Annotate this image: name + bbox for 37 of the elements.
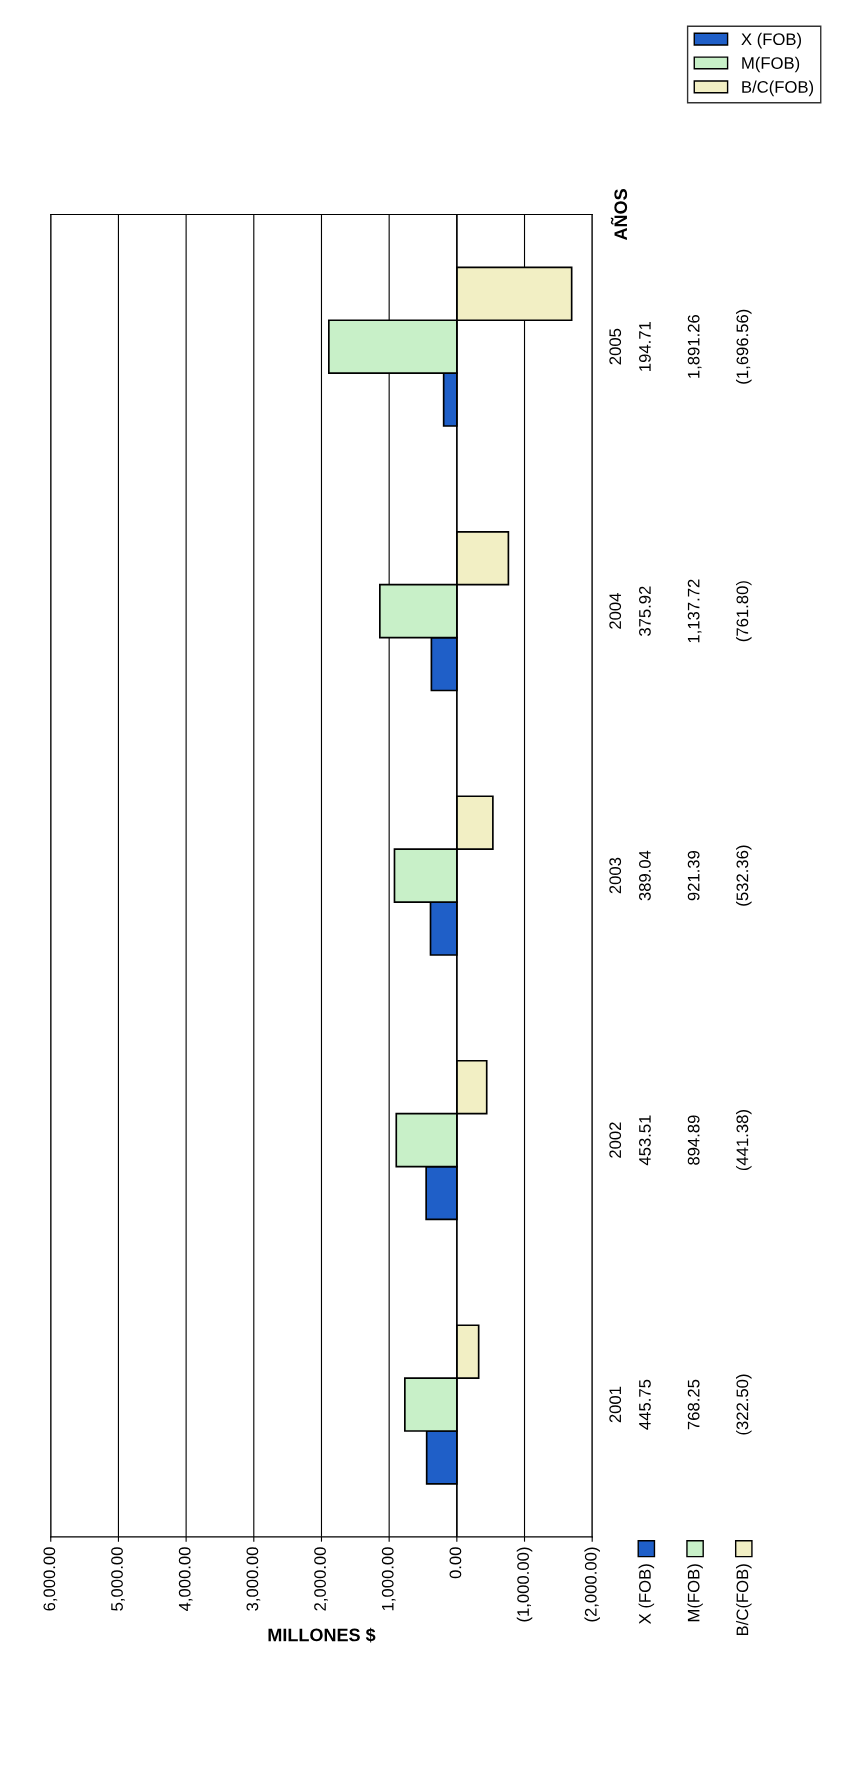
- data-label: 768.25: [687, 1379, 700, 1430]
- data-label: (1,696.56): [736, 309, 752, 384]
- x-tick-label: (2,000.00): [584, 1547, 600, 1622]
- y-tick-label: 2005: [609, 328, 622, 365]
- text: B/C(FOB): [736, 1564, 752, 1636]
- x-tick-label: 3,000.00: [246, 1547, 261, 1611]
- data-label: 375.92: [639, 586, 651, 636]
- data-label: (761.80): [736, 581, 752, 642]
- data-label: 921.39: [687, 850, 700, 901]
- x-tick-label: 2,000.00: [314, 1547, 328, 1611]
- x-tick-label: (1,000.00): [516, 1547, 533, 1622]
- data-label: (322.50): [736, 1374, 752, 1435]
- y-axis-title: AÑOS: [610, 189, 628, 241]
- data-label: 894.89: [687, 1115, 700, 1165]
- data-label: (441.38): [736, 1110, 752, 1171]
- legend-label: X (FOB): [741, 32, 802, 49]
- data-label: 453.51: [639, 1115, 651, 1166]
- y-tick-label: 2003: [609, 857, 622, 894]
- y-tick-label: 2004: [609, 593, 622, 629]
- data-label: 445.75: [639, 1379, 651, 1430]
- x-tick-label: 5,000.00: [111, 1547, 125, 1611]
- x-axis-title: MILLONES $: [268, 1627, 376, 1643]
- data-label: 194.71: [639, 322, 651, 371]
- y-tick-label: 2002: [609, 1122, 622, 1158]
- data-label: 1,137.72: [687, 579, 702, 643]
- x-tick-label: 6,000.00: [43, 1547, 58, 1611]
- data-label: 1,891.26: [687, 314, 702, 378]
- text: M(FOB): [687, 1564, 703, 1622]
- legend-label: B/C(FOB): [742, 80, 814, 97]
- x-tick-label: 1,000.00: [381, 1547, 396, 1611]
- data-label: (532.36): [736, 845, 752, 906]
- text: X (FOB): [638, 1564, 655, 1624]
- legend-label: M(FOB): [742, 56, 800, 73]
- x-tick-label: 0.00: [449, 1547, 462, 1579]
- y-tick-label: 2001: [609, 1386, 622, 1423]
- data-label: 389.04: [639, 850, 651, 901]
- x-tick-label: 4,000.00: [178, 1547, 193, 1612]
